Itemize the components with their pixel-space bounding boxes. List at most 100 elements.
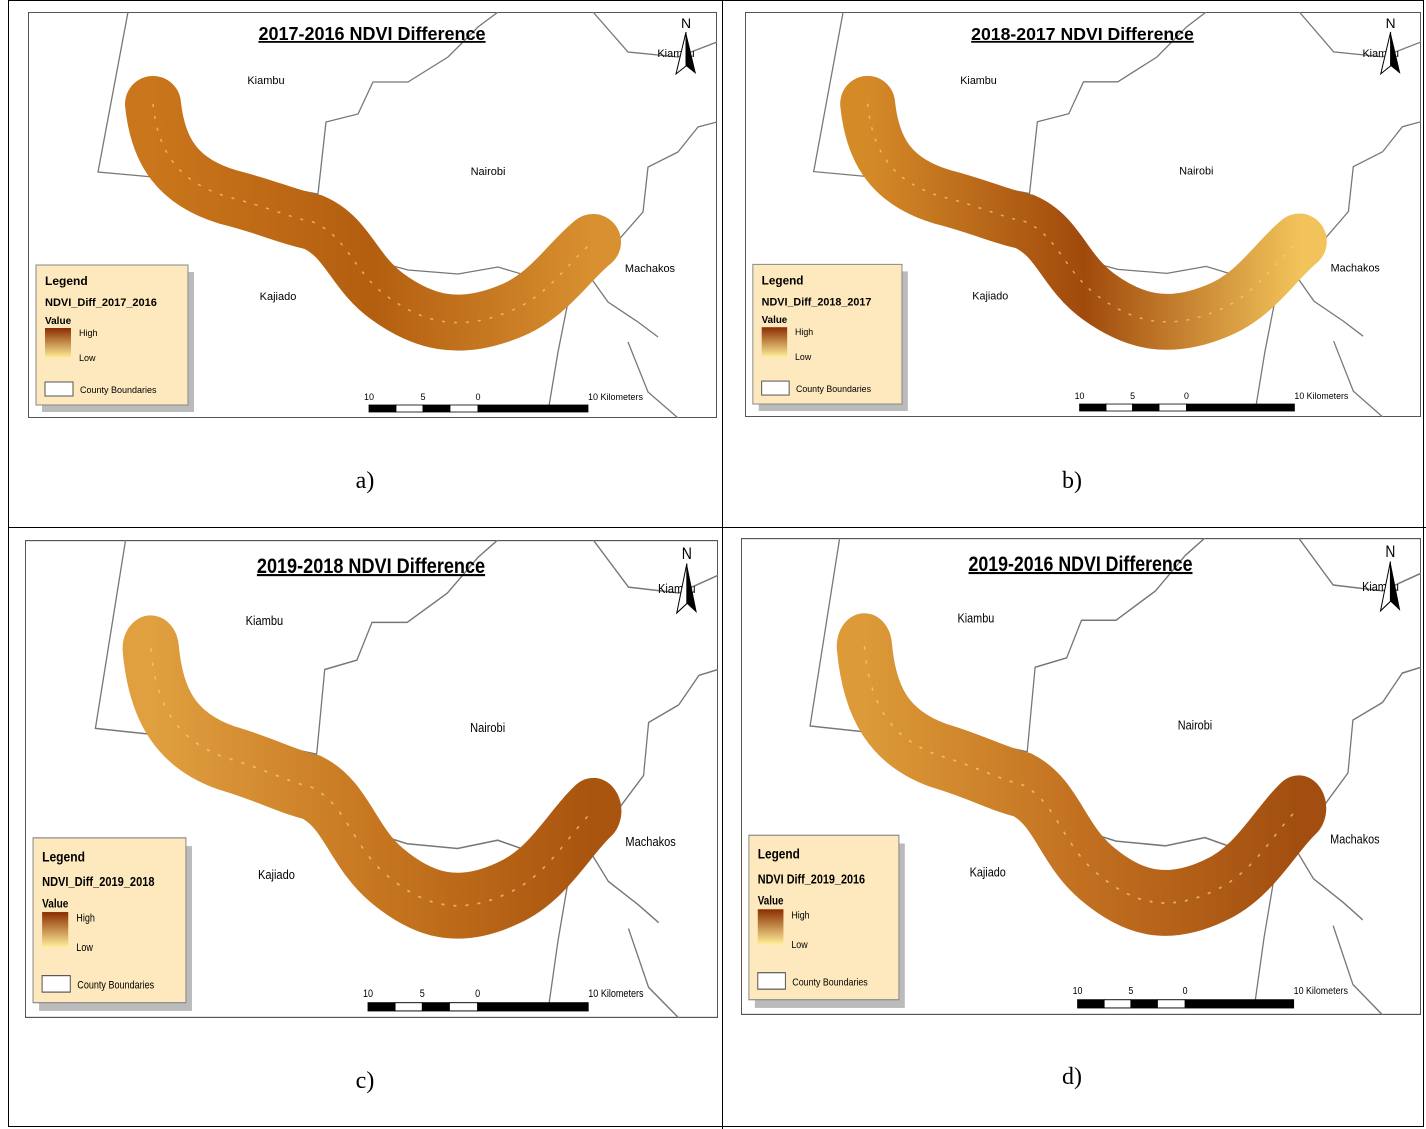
cell-divider: [722, 0, 723, 1129]
legend-swatch: [758, 973, 786, 989]
north-label: N: [1385, 543, 1395, 561]
scale-label: 0: [1184, 391, 1189, 401]
scale-bar: [369, 405, 396, 412]
legend-boundaries: County Boundaries: [80, 385, 157, 395]
legend-layer: NDVI Diff_2019_2016: [758, 872, 866, 887]
scale-label: 5: [1130, 391, 1135, 401]
north-label: N: [1386, 15, 1396, 31]
legend-title: Legend: [42, 849, 85, 865]
scale-bar: [422, 1003, 449, 1011]
scale-bar: [1131, 1000, 1158, 1008]
place-label: Nairobi: [470, 720, 505, 735]
scale-bar: [1133, 404, 1159, 411]
legend-boundaries: County Boundaries: [792, 977, 868, 989]
legend-ramp: [42, 912, 68, 947]
legend-title: Legend: [758, 846, 800, 862]
scale-bar: [1080, 404, 1106, 411]
scale-label: 10 Kilometers: [588, 988, 643, 1000]
scale-bar: [1185, 1000, 1294, 1008]
scale-bar: [423, 405, 450, 412]
legend-field: Value: [42, 898, 68, 911]
legend-low: Low: [79, 353, 96, 363]
panel-caption: a): [265, 468, 465, 495]
legend-field: Value: [758, 895, 784, 908]
scale-label: 0: [475, 988, 481, 1000]
cell-divider: [8, 527, 1426, 528]
legend-low: Low: [795, 352, 812, 362]
scale-label: 10: [363, 988, 374, 1000]
panel-caption: d): [972, 1064, 1172, 1091]
place-label: Kiambu: [247, 75, 284, 87]
scale-bar: [450, 405, 478, 412]
scale-label: 5: [420, 988, 426, 1000]
legend-high: High: [795, 327, 813, 337]
map-title: 2018-2017 NDVI Difference: [971, 24, 1194, 44]
map-title: 2017-2016 NDVI Difference: [258, 24, 485, 44]
legend-title: Legend: [45, 274, 88, 288]
legend-ramp: [762, 327, 788, 357]
scale-label: 10 Kilometers: [588, 392, 644, 402]
place-label: Machakos: [1330, 832, 1379, 847]
legend-swatch: [762, 381, 789, 395]
scale-bar: [478, 405, 588, 412]
map-panel: 2019-2016 NDVI DifferenceKiambuKiambuNai…: [741, 538, 1421, 1015]
place-label: Kajiado: [258, 867, 295, 882]
legend-layer: NDVI_Diff_2019_2018: [42, 874, 155, 889]
scale-bar: [1078, 1000, 1105, 1008]
scale-label: 10: [1075, 391, 1085, 401]
panel-caption: c): [265, 1068, 465, 1095]
scale-label: 10 Kilometers: [1294, 985, 1348, 997]
place-label: Kiambu: [957, 611, 994, 626]
place-label: Nairobi: [471, 166, 506, 178]
scale-bar: [368, 1003, 395, 1011]
legend-low: Low: [791, 939, 808, 951]
place-label: Kajiado: [972, 290, 1008, 302]
scale-bar: [396, 405, 423, 412]
scale-bar: [478, 1003, 589, 1011]
place-label: Machakos: [625, 834, 675, 849]
scale-bar: [1159, 404, 1186, 411]
legend-low: Low: [76, 942, 93, 954]
scale-bar: [395, 1003, 422, 1011]
legend-ramp: [758, 909, 784, 944]
legend-boundaries: County Boundaries: [77, 980, 154, 992]
map-title: 2019-2016 NDVI Difference: [969, 552, 1193, 576]
scale-label: 5: [1128, 985, 1133, 997]
legend-swatch: [42, 976, 70, 992]
place-label: Machakos: [1331, 262, 1381, 274]
map-panel: 2019-2018 NDVI DifferenceKiambuKiambuNai…: [25, 540, 718, 1018]
place-label: Kiambu: [960, 75, 997, 87]
place-label: Kajiado: [260, 291, 297, 303]
map-title: 2019-2018 NDVI Difference: [257, 555, 485, 579]
scale-label: 0: [475, 392, 480, 402]
scale-label: 10: [364, 392, 374, 402]
legend-swatch: [45, 382, 73, 396]
scale-label: 5: [420, 392, 425, 402]
place-label: Nairobi: [1179, 166, 1213, 178]
legend-title: Legend: [762, 273, 804, 287]
legend-high: High: [79, 328, 98, 338]
panel-caption: b): [972, 468, 1172, 495]
scale-label: 10: [1073, 985, 1083, 997]
north-label: N: [681, 15, 691, 31]
scale-bar: [1187, 404, 1295, 411]
place-label: Nairobi: [1178, 718, 1212, 733]
map-panel: 2018-2017 NDVI DifferenceKiambuKiambuNai…: [745, 12, 1421, 417]
scale-bar: [449, 1003, 477, 1011]
place-label: Machakos: [625, 263, 676, 275]
scale-label: 0: [1183, 985, 1188, 997]
legend-high: High: [76, 913, 95, 925]
legend-boundaries: County Boundaries: [796, 384, 872, 394]
legend-layer: NDVI_Diff_2018_2017: [762, 296, 872, 308]
scale-bar: [1106, 404, 1132, 411]
place-label: Kiambu: [246, 613, 283, 628]
scale-label: 10 Kilometers: [1294, 391, 1348, 401]
legend-field: Value: [45, 316, 72, 327]
place-label: Kajiado: [970, 864, 1007, 879]
scale-bar: [1104, 1000, 1131, 1008]
legend-high: High: [791, 910, 809, 922]
north-label: N: [682, 545, 692, 563]
legend-layer: NDVI_Diff_2017_2016: [45, 297, 157, 309]
page: {"panels": [ {"title": "2017-2016 NDVI D…: [0, 0, 1426, 1129]
legend-ramp: [45, 328, 71, 358]
